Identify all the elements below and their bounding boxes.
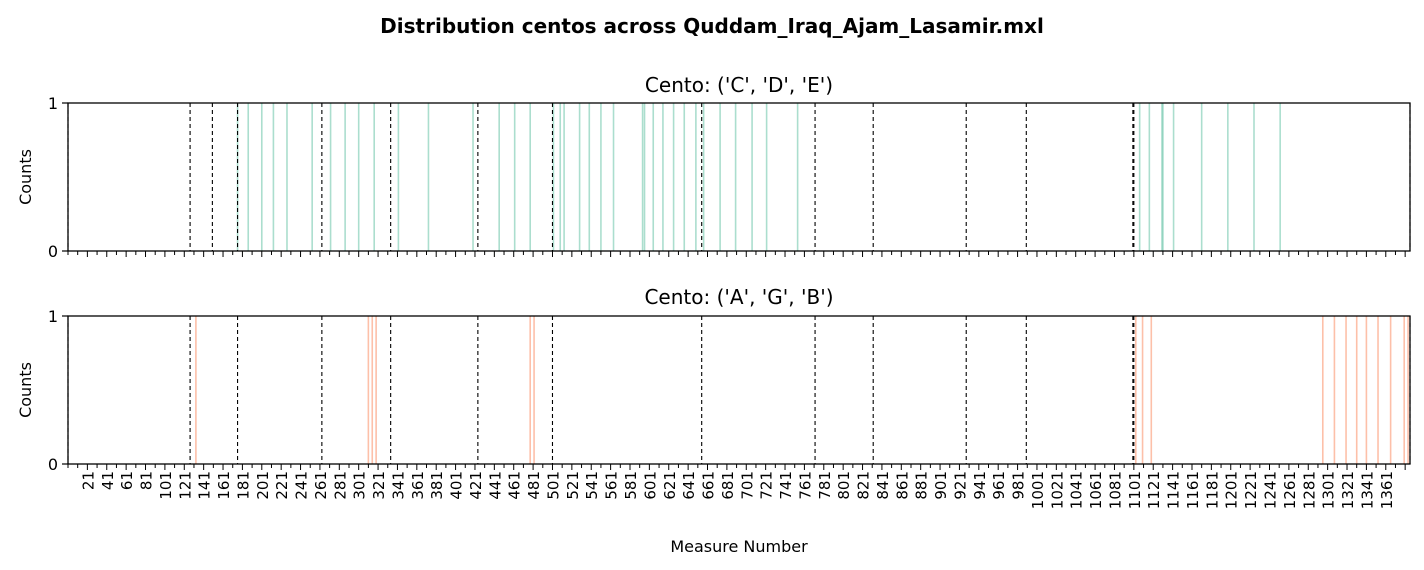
x-tick-label: 421 — [467, 471, 485, 500]
x-tick-label: 1301 — [1320, 471, 1338, 509]
x-tick-label: 401 — [448, 471, 466, 500]
x-tick-label: 721 — [758, 471, 776, 500]
x-tick-label: 741 — [777, 471, 795, 500]
x-tick-label: 841 — [874, 471, 892, 500]
x-tick-label: 781 — [816, 471, 834, 500]
y-tick-label: 1 — [48, 307, 58, 326]
x-tick-label: 1161 — [1184, 471, 1202, 509]
x-tick-label: 81 — [138, 471, 156, 490]
x-tick-label: 221 — [273, 471, 291, 500]
x-tick-label: 601 — [641, 471, 659, 500]
x-tick-label: 341 — [389, 471, 407, 500]
x-tick-label: 381 — [428, 471, 446, 500]
axes-frame-cde — [67, 102, 1411, 252]
y-tick-label: 0 — [48, 455, 58, 474]
x-tick-label: 361 — [409, 471, 427, 500]
section-lines-cde — [67, 103, 1411, 251]
y-axis-cde: 01 — [48, 94, 68, 261]
x-tick-label: 881 — [913, 471, 931, 500]
x-tick-label: 441 — [486, 471, 504, 500]
x-tick-label: 901 — [932, 471, 950, 500]
x-tick-label: 1201 — [1223, 471, 1241, 509]
x-tick-label: 1061 — [1087, 471, 1105, 509]
axes-frame-agb — [67, 315, 1411, 465]
bars-agb — [195, 316, 1409, 464]
x-tick-label: 521 — [564, 471, 582, 500]
x-tick-label: 981 — [1010, 471, 1028, 500]
x-tick-labels: 21 41 61 81 101 121 141 161 181 201 221 241 261 281 30… — [79, 471, 1395, 509]
x-tick-label: 261 — [312, 471, 330, 500]
x-tick-label: 581 — [622, 471, 640, 500]
x-ticks-cde — [67, 251, 1406, 257]
x-tick-label: 1241 — [1262, 471, 1280, 509]
x-tick-label: 941 — [971, 471, 989, 500]
x-tick-label: 701 — [738, 471, 756, 500]
x-tick-label: 1281 — [1300, 471, 1318, 509]
x-tick-label: 41 — [99, 471, 117, 490]
x-tick-label: 161 — [215, 471, 233, 500]
x-tick-label: 1261 — [1281, 471, 1299, 509]
x-ticks-agb — [67, 464, 1406, 470]
x-tick-label: 121 — [176, 471, 194, 500]
y-tick-label: 1 — [48, 94, 58, 113]
x-tick-label: 921 — [951, 471, 969, 500]
x-tick-label: 1041 — [1068, 471, 1086, 509]
x-tick-label: 241 — [293, 471, 311, 500]
x-tick-label: 541 — [583, 471, 601, 500]
figure-title: Distribution centos across Quddam_Iraq_A… — [380, 14, 1044, 38]
x-tick-label: 1361 — [1378, 471, 1396, 509]
x-tick-label: 561 — [603, 471, 621, 500]
y-tick-label: 0 — [48, 242, 58, 261]
x-tick-label: 141 — [196, 471, 214, 500]
x-tick-label: 21 — [79, 471, 97, 490]
x-tick-label: 1341 — [1358, 471, 1376, 509]
subplot-title-agb: Cento: ('A', 'G', 'B') — [644, 285, 833, 309]
x-tick-label: 101 — [157, 471, 175, 500]
x-tick-label: 201 — [254, 471, 272, 500]
x-tick-label: 861 — [893, 471, 911, 500]
x-tick-label: 461 — [506, 471, 524, 500]
x-tick-label: 1021 — [1048, 471, 1066, 509]
x-tick-label: 761 — [796, 471, 814, 500]
x-tick-label: 1101 — [1126, 471, 1144, 509]
x-tick-label: 321 — [370, 471, 388, 500]
ylabel-cde: Counts — [16, 149, 35, 205]
x-tick-label: 481 — [525, 471, 543, 500]
subplot-cde: Cento: ('C', 'D', 'E') Counts 01 — [16, 73, 1411, 261]
x-tick-label: 1181 — [1203, 471, 1221, 509]
section-lines-agb — [67, 316, 1411, 464]
y-axis-agb: 01 — [48, 307, 68, 474]
x-tick-label: 961 — [990, 471, 1008, 500]
bars-cde — [236, 103, 1281, 251]
x-axis-label: Measure Number — [670, 537, 808, 556]
x-tick-label: 1121 — [1145, 471, 1163, 509]
x-tick-label: 621 — [661, 471, 679, 500]
x-tick-label: 661 — [700, 471, 718, 500]
subplot-agb: Cento: ('A', 'G', 'B') Counts 01 — [16, 285, 1411, 474]
x-tick-label: 1081 — [1106, 471, 1124, 509]
x-tick-label: 501 — [544, 471, 562, 500]
x-tick-label: 641 — [680, 471, 698, 500]
x-tick-label: 1321 — [1339, 471, 1357, 509]
x-tick-label: 681 — [719, 471, 737, 500]
subplot-title-cde: Cento: ('C', 'D', 'E') — [645, 73, 833, 97]
x-tick-label: 1141 — [1165, 471, 1183, 509]
x-tick-label: 801 — [835, 471, 853, 500]
x-tick-label: 61 — [118, 471, 136, 490]
x-tick-label: 1001 — [1029, 471, 1047, 509]
ylabel-agb: Counts — [16, 362, 35, 418]
x-tick-label: 281 — [331, 471, 349, 500]
x-tick-label: 181 — [234, 471, 252, 500]
x-tick-label: 821 — [855, 471, 873, 500]
x-tick-label: 1221 — [1242, 471, 1260, 509]
x-tick-label: 301 — [351, 471, 369, 500]
